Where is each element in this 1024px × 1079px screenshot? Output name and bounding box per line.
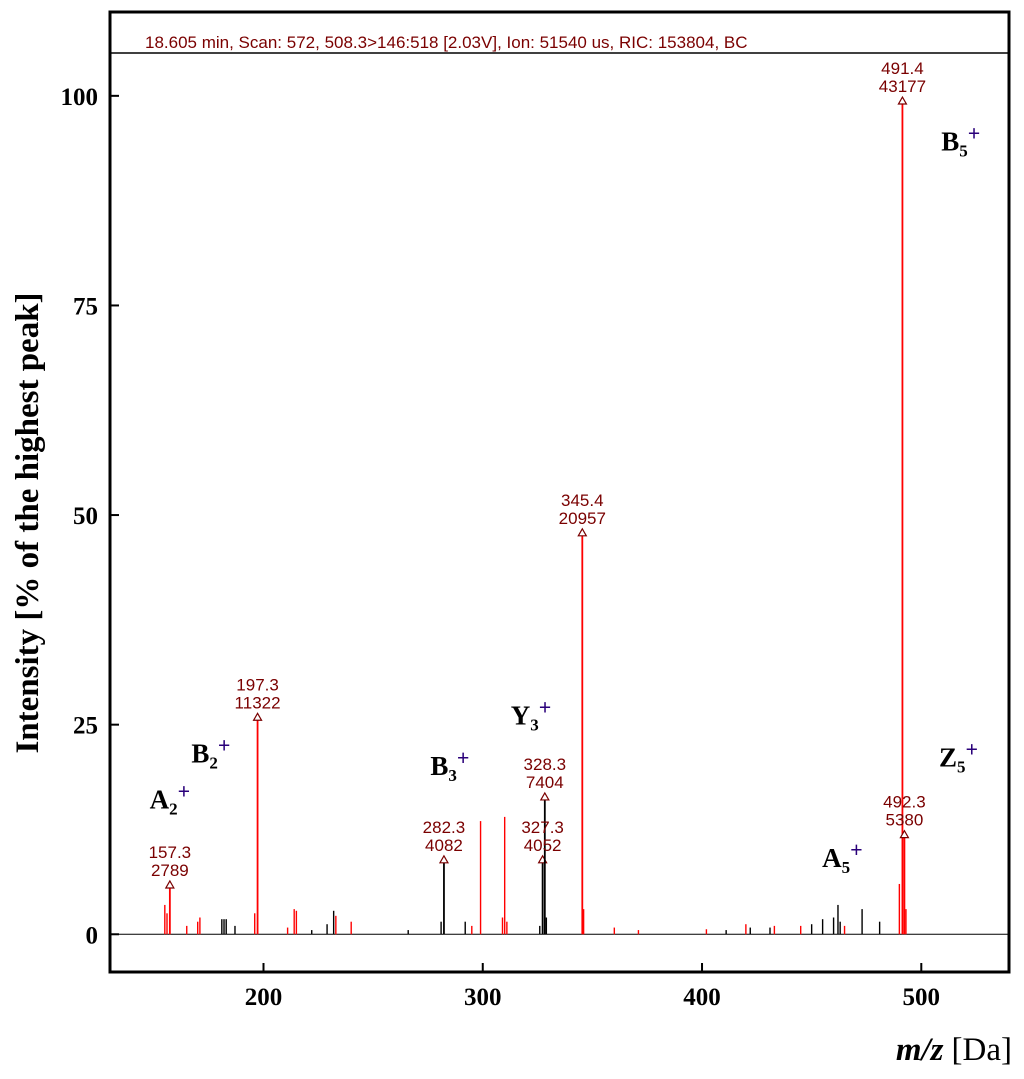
x-tick-label: 300: [464, 984, 502, 1011]
ion-label-charge: +: [850, 837, 863, 862]
peak-count-label: 7404: [526, 773, 564, 792]
ion-label-subscript: 2: [209, 753, 218, 772]
y-tick-label: 50: [73, 503, 98, 530]
ion-label-subscript: 3: [530, 716, 539, 735]
peak-count-label: 2789: [151, 861, 189, 880]
y-tick-label: 0: [86, 922, 99, 949]
y-axis: 0 25 50 75 100: [61, 84, 119, 949]
x-tick-label: 400: [683, 984, 721, 1011]
peak-apex-marker: [577, 527, 588, 537]
peak-mz-label: 327.3: [521, 818, 564, 837]
ion-label-subscript: 5: [842, 858, 851, 877]
ion-label-charge: +: [968, 120, 981, 145]
ion-label-base: Y: [511, 701, 531, 731]
ion-label: A5+: [822, 837, 863, 877]
peak-series: [164, 95, 910, 935]
ion-label-charge: +: [178, 779, 191, 804]
ion-label-charge: +: [539, 695, 552, 720]
ion-label: B2+: [191, 732, 230, 772]
ion-label-base: A: [150, 785, 170, 815]
peak-apex-marker: [897, 95, 908, 105]
x-axis-title: m/z [Da]: [896, 1032, 1012, 1068]
scan-header: 18.605 min, Scan: 572, 508.3>146:518 [2.…: [145, 33, 748, 52]
peak-apex-marker: [164, 879, 175, 889]
ion-label-charge: +: [457, 745, 470, 770]
ion-annotations: A2+B2+B3+Y3+A5+B5+Z5+: [150, 120, 981, 877]
peak-mz-label: 492.3: [883, 793, 926, 812]
x-tick-label: 200: [245, 984, 283, 1011]
ion-label: B3+: [430, 745, 469, 785]
ion-label-charge: +: [966, 737, 979, 762]
peak-mz-label: 282.3: [423, 818, 466, 837]
x-axis-title-mz: m/z: [896, 1032, 944, 1068]
ion-label: B5+: [941, 120, 980, 160]
peak-count-label: 20957: [559, 509, 606, 528]
y-tick-label: 100: [61, 84, 99, 111]
x-axis-title-unit: [Da]: [952, 1032, 1012, 1068]
ion-label-base: B: [941, 126, 959, 156]
peak-mz-label: 491.4: [881, 59, 924, 78]
peak-count-label: 4052: [524, 836, 562, 855]
peak-mz-label: 345.4: [561, 491, 604, 510]
peak-apex-marker: [539, 791, 550, 801]
peak-mz-label: 328.3: [524, 755, 567, 774]
x-tick-label: 500: [903, 984, 941, 1011]
ion-label-subscript: 2: [169, 800, 178, 819]
peak-apex-marker: [252, 712, 263, 721]
ion-label-base: B: [191, 738, 209, 768]
ion-label-subscript: 5: [959, 141, 968, 160]
ion-label-subscript: 5: [957, 758, 966, 777]
peak-mz-label: 197.3: [236, 675, 279, 694]
peak-count-label: 5380: [885, 811, 923, 830]
peak-mz-label: 157.3: [149, 843, 192, 862]
y-tick-label: 25: [73, 713, 98, 740]
peak-count-label: 4082: [425, 836, 463, 855]
peak-apex-marker: [899, 829, 910, 839]
x-axis: 200 300 400 500: [245, 963, 940, 1011]
y-tick-label: 75: [73, 293, 98, 320]
y-axis-title: Intensity [% of the highest peak]: [10, 292, 46, 753]
peak-apex-marker: [438, 854, 449, 864]
ion-label-base: Z: [939, 743, 957, 773]
ion-label: A2+: [150, 779, 191, 819]
ion-label: Y3+: [511, 695, 552, 735]
peak-count-label: 43177: [879, 77, 926, 96]
ion-label-subscript: 3: [448, 766, 457, 785]
ion-label-base: B: [430, 751, 448, 781]
ion-label-charge: +: [218, 732, 231, 757]
ion-label-base: A: [822, 843, 842, 873]
plot-frame: [108, 10, 1011, 974]
peak-count-label: 11322: [235, 693, 281, 712]
ion-label: Z5+: [939, 737, 978, 777]
